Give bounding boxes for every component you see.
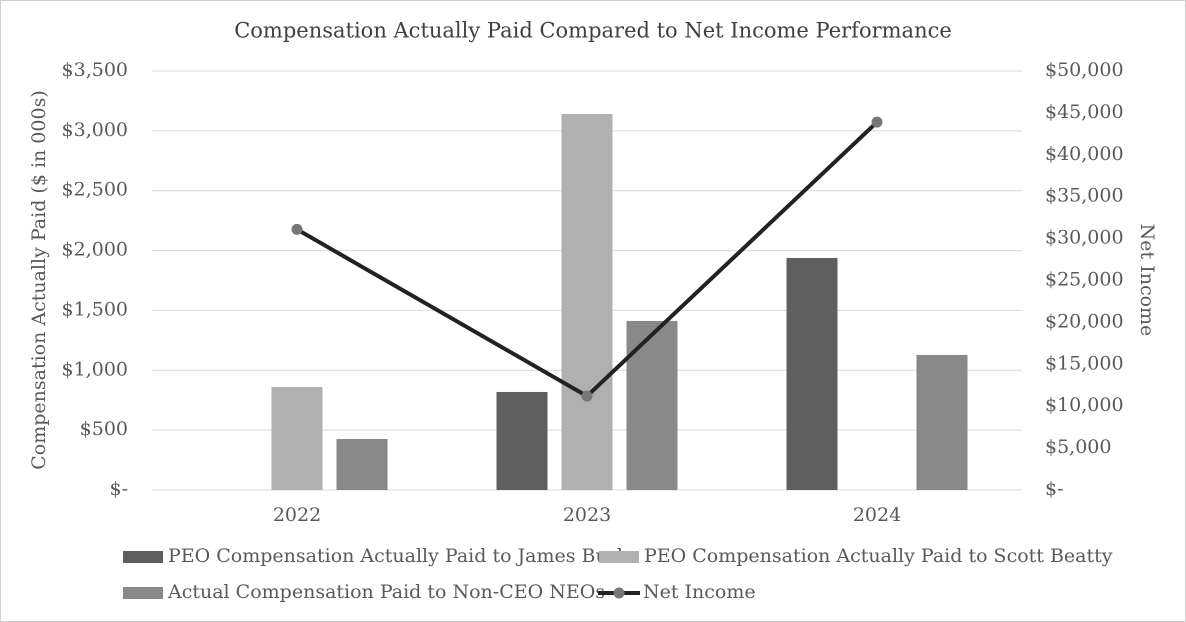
chart-title: Compensation Actually Paid Compared to N… [234,19,952,43]
y2-tick-label: $35,000 [1045,185,1124,207]
legend-swatch [123,551,163,563]
legend-marker [613,587,625,599]
legend-label: PEO Compensation Actually Paid to James … [168,545,640,567]
y-tick-label: $3,500 [62,59,128,81]
y-tick-label: $2,000 [62,239,128,261]
legend-label: Actual Compensation Paid to Non-CEO NEOs [167,581,605,603]
bar [271,387,323,490]
x-tick-label: 2023 [563,504,611,526]
legend-swatch [123,587,163,599]
legend-label: Net Income [643,581,756,603]
y2-tick-label: $- [1045,478,1064,500]
bar [626,320,678,490]
line-marker [291,223,303,235]
legend-label: PEO Compensation Actually Paid to Scott … [644,545,1113,567]
y-tick-label: $- [109,478,128,500]
y2-tick-label: $50,000 [1045,59,1124,81]
y2-axis-title: Net Income [1136,224,1158,337]
bar [561,113,613,491]
legend-swatch [599,551,639,563]
y-tick-label: $1,500 [62,298,128,320]
y2-tick-label: $40,000 [1045,143,1124,165]
y-axis-title: Compensation Actually Paid ($ in 000s) [28,90,50,470]
bar [336,439,388,490]
y-tick-label: $500 [80,418,128,440]
y-tick-label: $2,500 [62,179,128,201]
x-tick-label: 2022 [273,504,321,526]
y2-tick-label: $45,000 [1045,101,1124,123]
bar [496,391,548,490]
line-marker [581,390,593,402]
y2-tick-label: $20,000 [1045,310,1124,332]
y2-tick-label: $10,000 [1045,394,1124,416]
y-tick-label: $3,000 [62,119,128,141]
bar [916,354,968,490]
y-tick-label: $1,000 [62,358,128,380]
y2-tick-label: $30,000 [1045,227,1124,249]
x-tick-label: 2024 [853,504,901,526]
y2-tick-label: $5,000 [1045,436,1111,458]
line-marker [871,116,883,128]
y2-tick-label: $15,000 [1045,352,1124,374]
y2-tick-label: $25,000 [1045,269,1124,291]
bar [786,257,838,490]
